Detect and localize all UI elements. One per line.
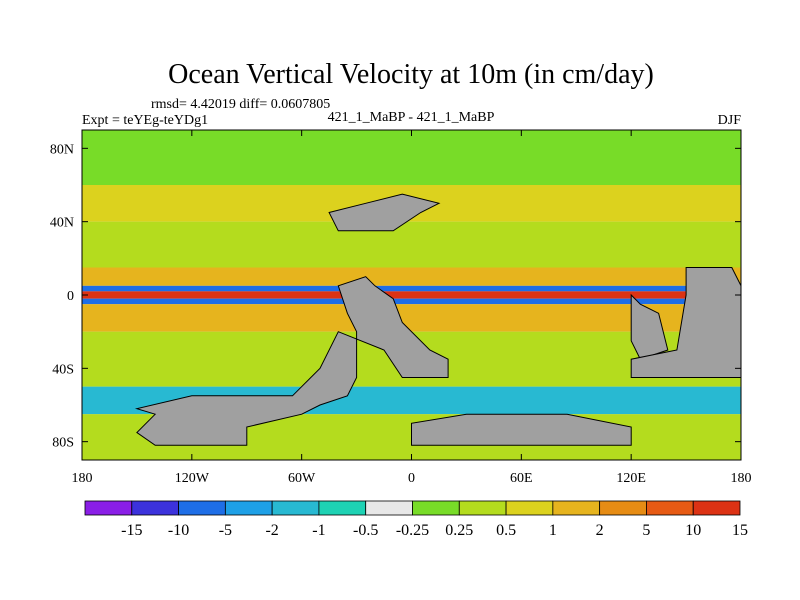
colorbar-swatch	[458, 500, 507, 516]
velocity-band	[82, 291, 741, 299]
y-tick-label: 80N	[50, 142, 74, 157]
colorbar-swatch	[224, 500, 273, 516]
colorbar-label: 1	[549, 522, 557, 539]
colorbar-label: 5	[642, 522, 650, 539]
x-tick-label: 60E	[510, 471, 533, 486]
colorbar-label: -0.5	[353, 522, 378, 539]
colorbar-swatch	[178, 500, 226, 516]
y-tick-label: 80S	[52, 436, 74, 451]
colorbar: -15 -10 -5 -2 -1 -0.5 -0.25 0.25 0.5 1 2 5 10 15	[84, 500, 748, 539]
colorbar-swatch	[318, 500, 367, 516]
colorbar-swatch	[646, 500, 694, 516]
colorbar-label: -10	[168, 522, 189, 539]
expt-label: Expt = teYEg-teYDg1	[82, 113, 208, 128]
season-label: DJF	[718, 113, 742, 128]
land-mask-greenland	[328, 193, 441, 232]
colorbar-label: 2	[596, 522, 604, 539]
velocity-band	[82, 285, 741, 292]
velocity-band	[82, 130, 741, 185]
colorbar-label: -15	[121, 522, 142, 539]
x-tick-label: 60W	[288, 471, 316, 486]
colorbar-swatch	[365, 500, 413, 516]
x-tick-label: 180	[72, 471, 93, 486]
velocity-band	[82, 267, 741, 286]
land-mask-antarctica	[411, 413, 632, 446]
x-tick-label: 120E	[616, 471, 646, 486]
y-tick-label: 40N	[50, 216, 74, 231]
land-mask-americas	[134, 276, 449, 446]
colorbar-swatch	[412, 500, 460, 516]
x-tick-label: 0	[408, 471, 415, 486]
y-tick-label: 0	[67, 289, 74, 304]
colorbar-label: -0.25	[396, 522, 429, 539]
stats-line: rmsd= 4.42019 diff= 0.0607805	[151, 97, 330, 112]
colorbar-swatch	[599, 500, 647, 516]
colorbar-label: -1	[312, 522, 325, 539]
colorbar-swatch	[131, 500, 179, 516]
map-field	[82, 130, 741, 460]
colorbar-label: 10	[685, 522, 701, 539]
chart-title: Ocean Vertical Velocity at 10m (in cm/da…	[168, 59, 654, 90]
x-tick-label: 120W	[175, 471, 210, 486]
velocity-band	[82, 298, 741, 305]
colorbar-swatch	[505, 500, 554, 516]
colorbar-swatch	[552, 500, 601, 516]
colorbar-label: -2	[265, 522, 278, 539]
land-mask-se-asia	[630, 293, 669, 360]
colorbar-swatch	[271, 500, 320, 516]
x-tick-label: 180	[731, 471, 752, 486]
x-axis: 180 120W 60W 0 60E 120E 180	[72, 130, 752, 486]
velocity-band	[82, 221, 741, 268]
colorbar-swatch	[692, 500, 741, 516]
land-mask-pacific-land	[630, 267, 741, 378]
colorbar-label: 0.5	[496, 522, 516, 539]
y-tick-label: 40S	[52, 362, 74, 377]
colorbar-swatch	[84, 500, 133, 516]
y-axis: 80N 40N 0 40S 80S	[50, 142, 741, 451]
colorbar-label: 15	[732, 522, 748, 539]
colorbar-label: -5	[219, 522, 232, 539]
colorbar-label: 0.25	[445, 522, 473, 539]
center-label: 421_1_MaBP - 421_1_MaBP	[328, 110, 495, 125]
